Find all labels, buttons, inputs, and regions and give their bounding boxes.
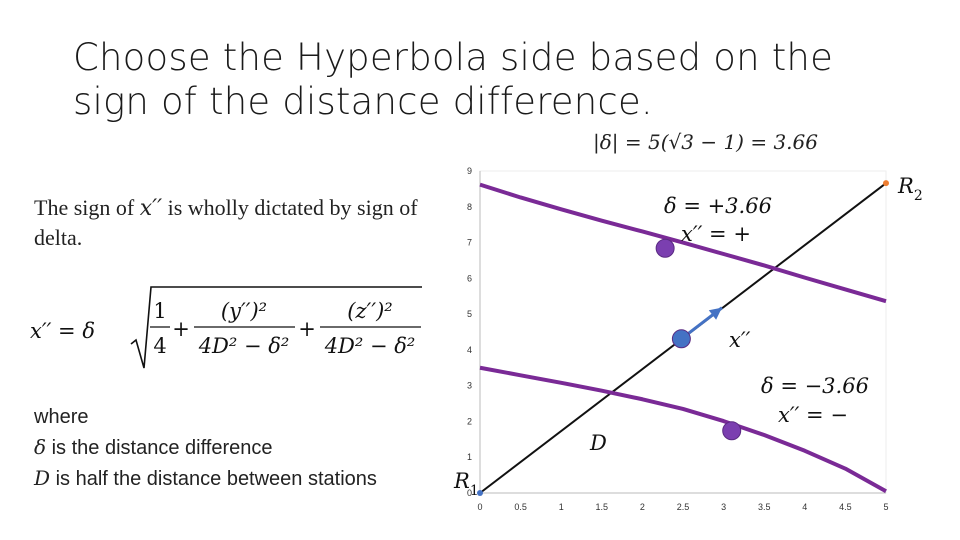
upper-curve-point xyxy=(655,238,675,258)
x-tick-label: 5 xyxy=(883,502,888,512)
x-tick-label: 0 xyxy=(477,502,482,512)
chart-marks xyxy=(477,180,889,496)
station-r1-marker xyxy=(477,490,483,496)
r1-subscript: 1 xyxy=(470,483,479,499)
sign-text-part2: is wholly dictated by sign of delta. xyxy=(34,195,418,250)
delta-symbol: δ xyxy=(34,435,47,459)
baseline-point xyxy=(671,329,691,349)
formula-term3-den: 4D² − δ² xyxy=(324,334,416,358)
x-tick-label: 1 xyxy=(559,502,564,512)
sign-text-part1: The sign of xyxy=(34,195,140,220)
lower-x-label: x′′ = − xyxy=(778,403,848,427)
formula-term1-den: 4 xyxy=(153,334,166,358)
x-tick-label: 1.5 xyxy=(596,502,609,512)
formula-radical xyxy=(130,286,422,369)
formula-plus-1: + xyxy=(172,317,190,341)
lower-curve-point xyxy=(722,421,742,441)
abs-delta-equation: |δ| = 5(√3 − 1) = 3.66 xyxy=(593,130,818,154)
formula-lhs: x′′ = δ xyxy=(30,319,95,343)
formula-plus-2: + xyxy=(298,317,316,341)
x-tick-label: 3.5 xyxy=(758,502,771,512)
y-tick-label: 1 xyxy=(467,452,472,462)
y-tick-label: 6 xyxy=(467,273,472,283)
r2-subscript: 2 xyxy=(914,188,923,204)
y-tick-label: 0 xyxy=(467,488,472,498)
x-tick-label: 3 xyxy=(721,502,726,512)
y-tick-label: 9 xyxy=(467,166,472,176)
upper-delta-label: δ = +3.66 xyxy=(664,194,772,218)
x-tick-label: 2 xyxy=(640,502,645,512)
formula-term2-den: 4D² − δ² xyxy=(198,334,290,358)
lower-hyperbola-curve xyxy=(479,365,887,493)
d-symbol: D xyxy=(34,466,51,490)
r1-label: R1 xyxy=(453,469,479,499)
x-tick-labels: 0 0.5 1 1.5 2 2.5 3 3.5 4 4.5 5 xyxy=(477,502,888,512)
y-tick-label: 3 xyxy=(467,381,472,391)
y-tick-label: 4 xyxy=(467,345,472,355)
slide-title: Choose the Hyperbola side based on the s… xyxy=(73,36,834,123)
upper-x-label: x′′ = + xyxy=(681,222,751,246)
y-tick-label: 8 xyxy=(467,202,472,212)
y-tick-label: 7 xyxy=(467,238,472,248)
sign-explanation: The sign of x′′ is wholly dictated by si… xyxy=(34,193,434,252)
d-definition: D is half the distance between stations xyxy=(34,463,454,494)
lower-delta-label: δ = −3.66 xyxy=(761,374,869,398)
r2-letter: R xyxy=(897,174,914,198)
x-tick-label: 2.5 xyxy=(677,502,690,512)
d-definition-text: is half the distance between stations xyxy=(50,468,377,490)
arrow-label: x′′ xyxy=(729,328,751,352)
definitions-block: where δ is the distance difference D is … xyxy=(34,402,454,494)
r1-letter: R xyxy=(453,469,470,493)
y-tick-labels: 0 1 2 3 4 5 6 7 8 9 xyxy=(467,166,472,498)
station-r2-marker xyxy=(883,180,889,187)
x-tick-label: 4 xyxy=(802,502,807,512)
arrow-head-icon xyxy=(708,307,722,320)
y-tick-label: 5 xyxy=(467,309,472,319)
r2-label: R2 xyxy=(897,174,923,204)
sign-text-variable: x′′ xyxy=(139,196,163,221)
y-tick-label: 2 xyxy=(467,416,472,426)
x-tick-label: 0.5 xyxy=(514,502,527,512)
where-label: where xyxy=(34,406,89,428)
upper-hyperbola-curve xyxy=(479,182,887,304)
delta-definition: δ is the distance difference xyxy=(34,432,454,463)
d-segment-label: D xyxy=(589,431,607,455)
formula-term3-num: (z′′)² xyxy=(347,299,392,323)
formula-term2-num: (y′′)² xyxy=(221,299,267,323)
delta-definition-text: is the distance difference xyxy=(46,437,273,459)
formula-term1-num: 1 xyxy=(153,299,166,323)
x-tick-label: 4.5 xyxy=(839,502,852,512)
